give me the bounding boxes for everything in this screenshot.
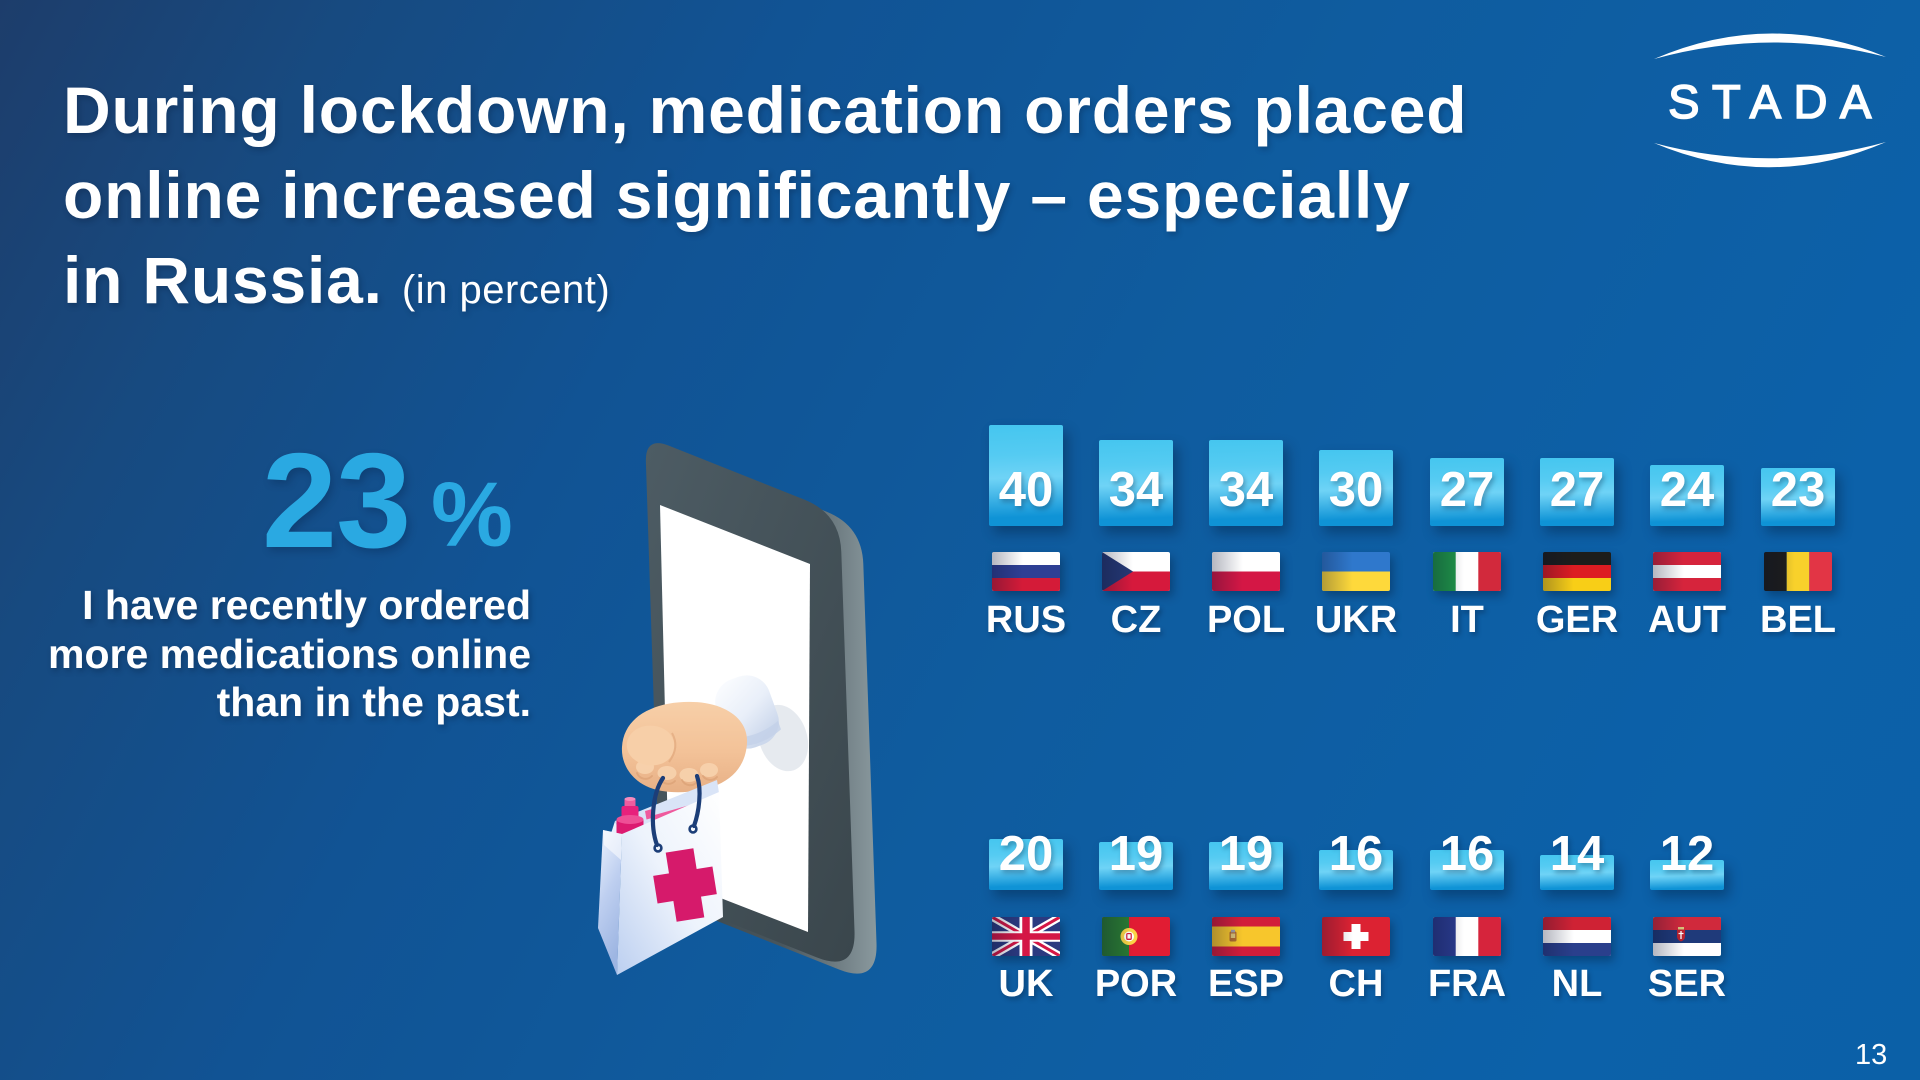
svg-text:STADA: STADA bbox=[1668, 75, 1884, 128]
